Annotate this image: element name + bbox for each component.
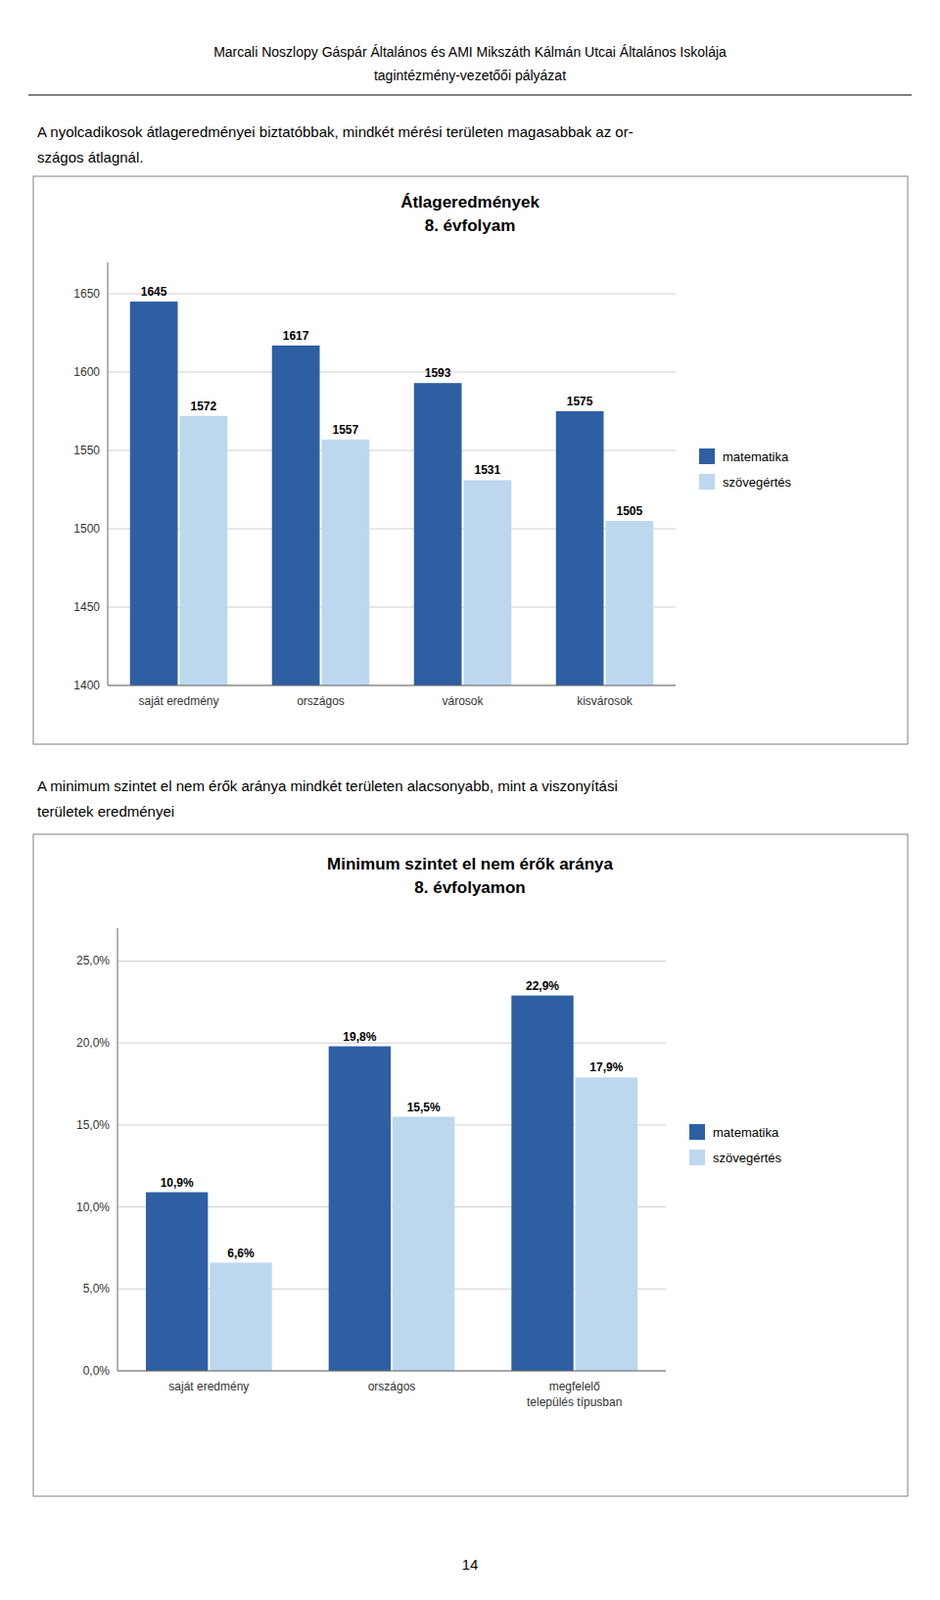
data-label: 1593 <box>424 366 452 380</box>
data-label: 1645 <box>141 284 168 299</box>
chart-title: Átlageredmények <box>400 192 540 212</box>
bar <box>130 301 179 686</box>
data-label: 17,9% <box>589 1060 623 1075</box>
bar <box>556 411 605 686</box>
bar <box>180 416 229 686</box>
data-label: 1575 <box>566 394 594 409</box>
chart-border <box>33 834 908 1497</box>
data-label: 19,8% <box>342 1030 376 1044</box>
chart-subtitle: 8. évfolyam <box>424 216 517 235</box>
bars <box>130 301 655 686</box>
chart: Minimum szintet el nem érők aránya 8. évf… <box>33 834 908 1497</box>
bar <box>392 1117 455 1371</box>
x-tick-label: országos <box>368 1379 417 1394</box>
page-number: 14 <box>462 1555 479 1573</box>
data-label: 1531 <box>474 463 502 477</box>
legend-label: matematika <box>712 1125 780 1140</box>
data-labels: 10,9% 19,8% 22,9% 6,6% 15,5% 17,9% <box>160 979 624 1261</box>
data-label: 1617 <box>282 329 310 343</box>
legend-label: matematika <box>722 449 790 465</box>
grid-line <box>117 960 666 962</box>
y-axis-line <box>107 262 109 686</box>
data-labels: 1645 1617 1593 1575 1572 1557 1531 1505 <box>141 284 644 518</box>
bar <box>575 1077 638 1371</box>
y-tick-label: 15,0% <box>76 1118 110 1132</box>
bar <box>606 520 655 686</box>
data-label: 1557 <box>332 423 360 437</box>
header-text: tagintézmény-vezetőői pályázat <box>374 67 566 84</box>
grid-line <box>107 293 676 295</box>
x-tick-label: országos <box>296 694 345 708</box>
grid-line <box>107 372 676 374</box>
x-tick-label: megfelelőtelepülés típusban <box>526 1379 622 1410</box>
bars <box>145 995 638 1371</box>
data-label: 10,9% <box>160 1175 194 1190</box>
y-tick-label: 1650 <box>73 286 100 301</box>
bar <box>464 479 513 686</box>
x-tick-label: saját eredmény <box>138 694 219 708</box>
x-tick-label: saját eredmény <box>168 1379 249 1394</box>
y-tick-label: 20,0% <box>76 1035 110 1050</box>
header-text: Marcali Noszlopy Gáspár Általános és AMI… <box>213 44 727 60</box>
x-axis-line <box>117 1370 666 1372</box>
chart-subtitle: 8. évfolyamon <box>414 878 525 897</box>
grid-line <box>117 1042 666 1044</box>
chart-title: Minimum szintet el nem érők aránya <box>327 854 613 874</box>
y-tick-label: 1450 <box>73 600 100 614</box>
legend-swatch <box>699 448 715 465</box>
bar <box>145 1192 208 1371</box>
bar <box>322 439 371 686</box>
data-label: 22,9% <box>525 979 560 993</box>
header-rule <box>28 94 912 95</box>
bar <box>511 995 573 1371</box>
grid-line <box>107 685 676 687</box>
y-axis-line <box>117 928 119 1371</box>
x-tick-label: kisvárosok <box>576 694 634 708</box>
paragraph: A nyolcadikosok átlageredményei biztatób… <box>37 123 634 166</box>
bar <box>209 1263 272 1371</box>
legend: matematika szövegértés <box>699 448 793 490</box>
y-tick-label: 25,0% <box>76 953 110 968</box>
y-tick-label: 1600 <box>73 365 100 379</box>
legend-label: szövegértés <box>722 474 793 490</box>
legend-label: szövegértés <box>712 1150 783 1166</box>
page: Marcali Noszlopy Gáspár Általános és AMI… <box>0 0 940 1600</box>
y-tick-label: 5,0% <box>83 1281 111 1296</box>
grid-line <box>117 1370 666 1372</box>
y-tick-label: 1500 <box>73 521 100 536</box>
background <box>0 0 940 1600</box>
data-label: 15,5% <box>407 1100 441 1115</box>
bar <box>414 382 463 686</box>
legend-swatch <box>689 1149 705 1166</box>
data-label: 1505 <box>616 504 644 518</box>
bar <box>329 1046 391 1371</box>
data-label: 6,6% <box>227 1246 255 1261</box>
paragraph: A minimum szintet el nem érők aránya min… <box>37 777 618 820</box>
x-axis-line <box>107 685 676 687</box>
y-tick-label: 1550 <box>73 443 100 458</box>
bar <box>272 345 321 686</box>
chart: Átlageredmények 8. évfolyam 1400 1450 1500 15… <box>33 176 908 1600</box>
legend-swatch <box>689 1124 705 1140</box>
x-tick-label: városok <box>441 694 484 708</box>
y-tick-label: 1400 <box>73 678 100 693</box>
data-label: 1572 <box>190 399 218 414</box>
y-tick-label: 10,0% <box>76 1200 110 1215</box>
y-tick-label: 0,0% <box>83 1363 111 1378</box>
legend: matematika szövegértés <box>689 1124 783 1166</box>
legend-swatch <box>699 473 715 490</box>
